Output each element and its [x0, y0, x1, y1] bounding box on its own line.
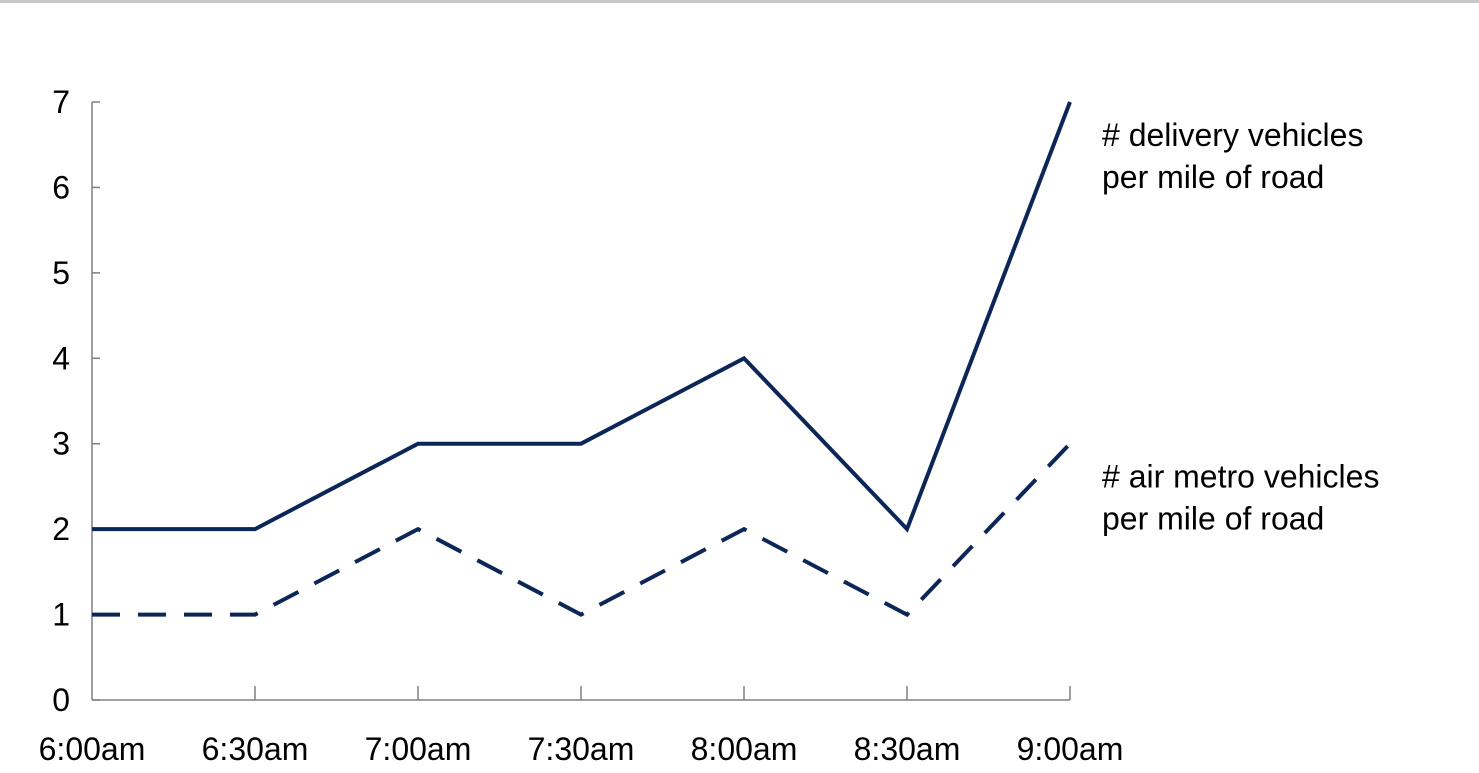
y-tick-label: 0 [52, 682, 70, 718]
y-tick-label: 5 [52, 255, 70, 291]
series-labels: # delivery vehicles per mile of road # air… [1102, 117, 1379, 537]
series-label-0-line-1: per mile of road [1102, 159, 1324, 195]
series-label-1-line-0: # air metro vehicles [1102, 459, 1379, 495]
y-tick-label: 3 [52, 426, 70, 462]
top-divider [0, 0, 1479, 3]
x-tick-label: 9:00am [1017, 731, 1124, 767]
y-tick-label: 2 [52, 511, 70, 547]
axes [91, 102, 1070, 701]
series-lines [92, 101, 1072, 618]
series-line-1 [92, 442, 1072, 618]
x-tick-label: 8:30am [854, 731, 961, 767]
x-tick-label: 7:00am [365, 731, 472, 767]
y-tick-label: 6 [52, 169, 70, 205]
y-tick-label: 1 [52, 597, 70, 633]
x-axis-ticks: 6:00am 6:30am 7:00am 7:30am 8:00am 8:30am 9:00… [39, 686, 1124, 767]
x-tick-label: 8:00am [691, 731, 798, 767]
y-axis-ticks: 0 1 2 3 4 5 6 7 [52, 84, 100, 718]
x-tick-label: 7:30am [528, 731, 635, 767]
x-tick-label: 6:00am [39, 731, 146, 767]
series-label-1-line-1: per mile of road [1102, 501, 1324, 537]
y-tick-label: 7 [52, 84, 70, 120]
y-tick-label: 4 [52, 340, 70, 376]
x-tick-label: 6:30am [202, 731, 309, 767]
series-label-0-line-0: # delivery vehicles [1102, 117, 1363, 153]
series-line-0 [92, 101, 1072, 533]
